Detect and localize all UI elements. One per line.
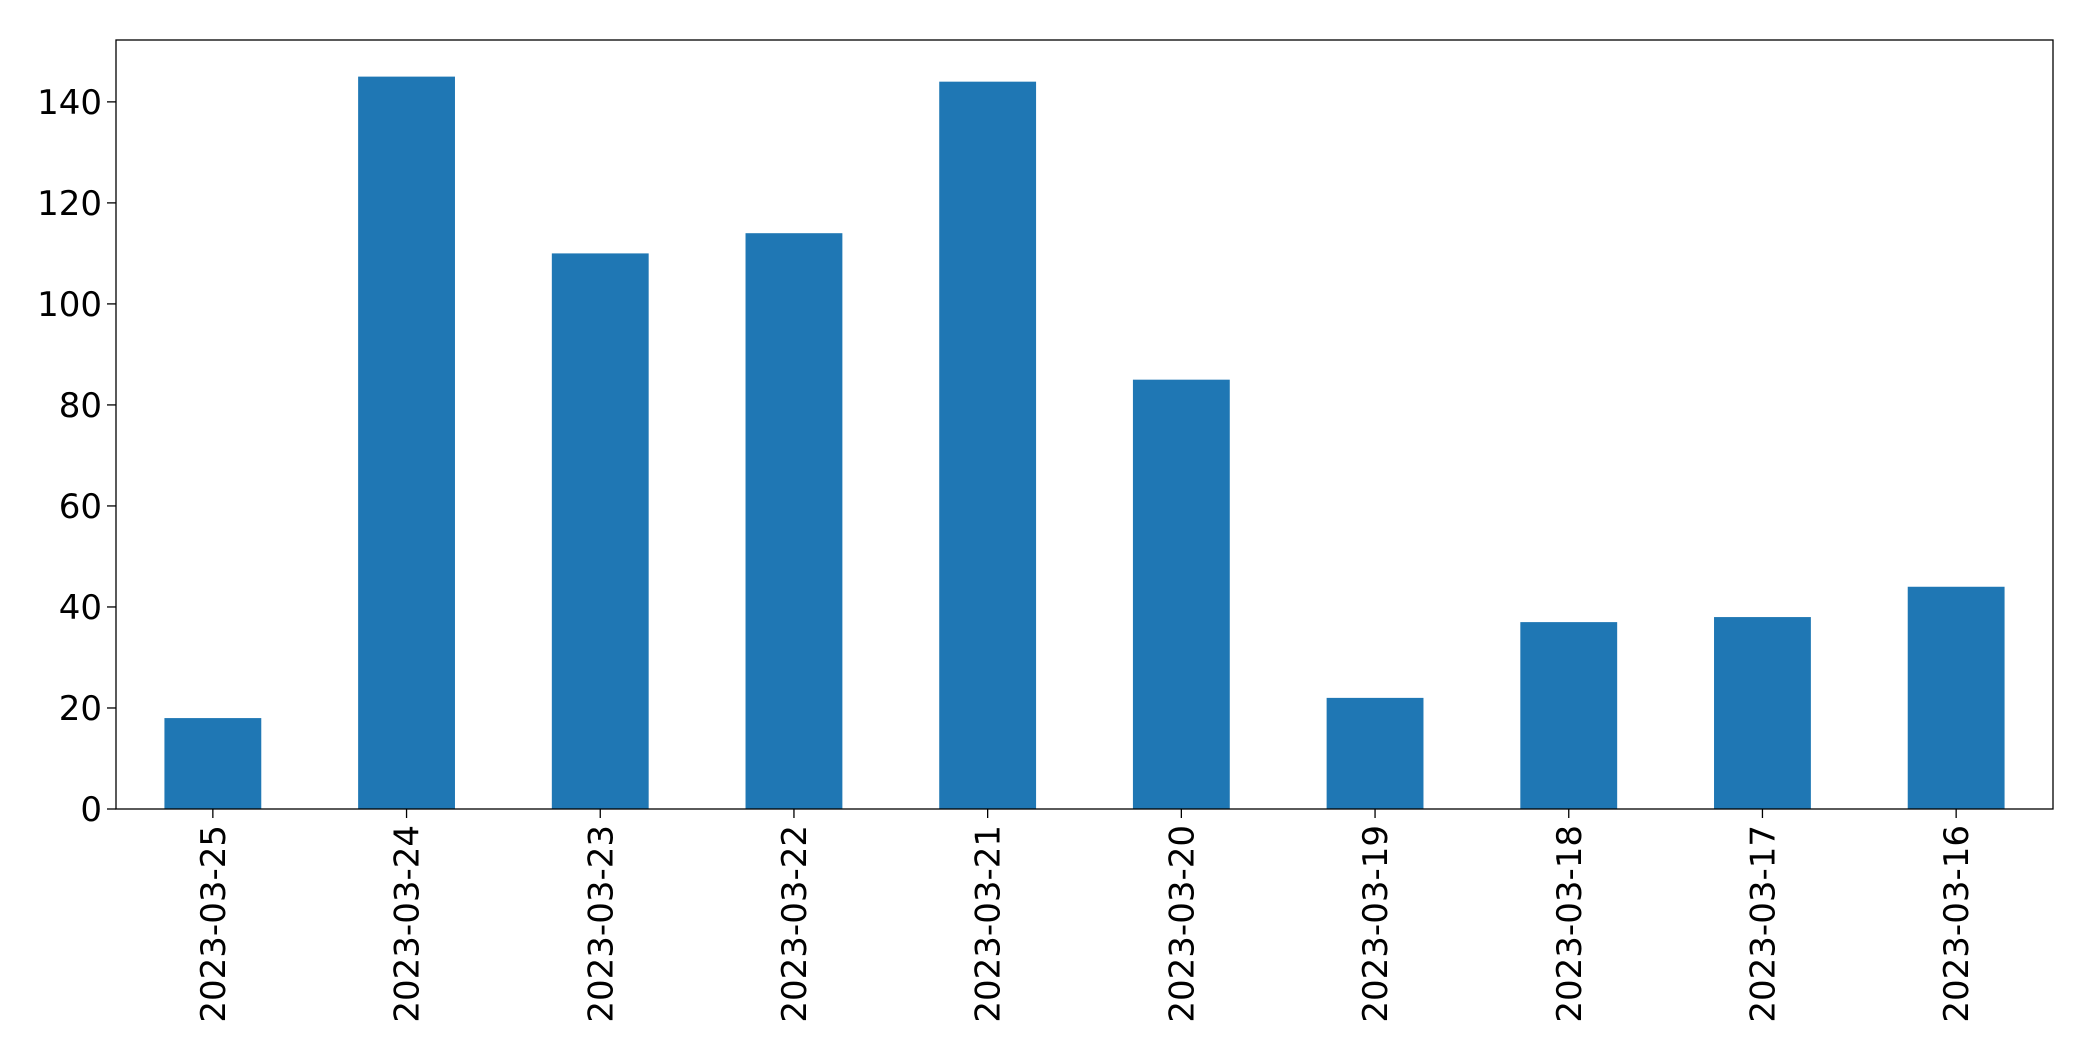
bar: [939, 81, 1037, 810]
x-tick-label: 2023-03-20: [1162, 825, 1202, 1023]
y-tick-label: 0: [80, 790, 102, 830]
bar: [745, 233, 843, 810]
plot-frame: [115, 39, 2054, 810]
bar: [551, 253, 649, 810]
bar: [1714, 617, 1811, 809]
bar: [164, 718, 262, 809]
x-tick-label: 2023-03-18: [1550, 825, 1590, 1023]
y-tick-label: 60: [59, 487, 102, 527]
y-tick-label: 20: [59, 689, 102, 729]
x-tick-label: 2023-03-23: [581, 825, 621, 1023]
bar: [1907, 586, 2005, 809]
y-tick-label: 140: [37, 83, 102, 123]
bar: [1326, 697, 1424, 809]
bar: [1132, 379, 1230, 809]
x-tick-label: 2023-03-16: [1937, 825, 1977, 1023]
y-tick-label: 40: [59, 588, 102, 628]
y-tick-label: 80: [59, 386, 102, 426]
x-tick-label: 2023-03-24: [388, 825, 428, 1023]
y-tick-label: 100: [37, 285, 102, 325]
x-tick-label: 2023-03-22: [775, 825, 815, 1023]
y-tick-label: 120: [37, 184, 102, 224]
x-tick-label: 2023-03-19: [1356, 825, 1396, 1023]
x-tick-label: 2023-03-25: [194, 825, 234, 1023]
x-tick-label: 2023-03-21: [969, 825, 1009, 1023]
bar: [358, 76, 455, 810]
x-tick-label: 2023-03-17: [1743, 825, 1783, 1023]
bar: [1520, 622, 1618, 809]
